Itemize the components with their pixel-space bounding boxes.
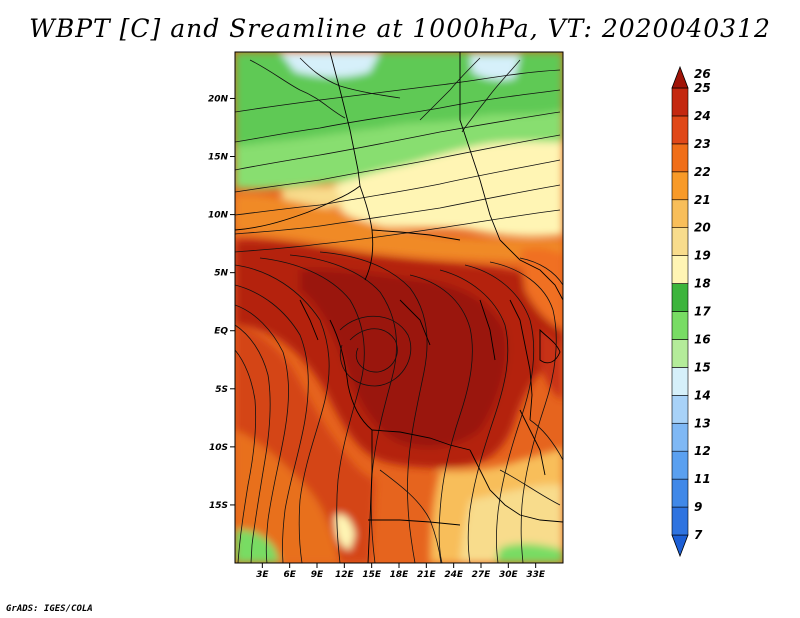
colorbar-bottom-arrow [671, 534, 689, 558]
colorbar-label: 26 [694, 67, 711, 81]
colorbar-label: 12 [694, 444, 711, 458]
colorbar-swatch [671, 115, 689, 145]
colorbar-swatch [671, 283, 689, 312]
colorbar-label: 25 [694, 81, 711, 95]
colorbar-label: 18 [694, 277, 711, 291]
lat-tick-label: 20N [208, 94, 229, 104]
colorbar-label: 24 [694, 109, 711, 123]
lon-tick-label: 3E [256, 570, 269, 580]
colorbar-label: 17 [694, 305, 711, 319]
lon-tick-label: 24E [444, 570, 464, 580]
streamlines [235, 57, 563, 563]
colorbar-label: 21 [694, 193, 711, 207]
colorbar-swatch [671, 255, 689, 284]
colorbar-swatch [671, 506, 689, 536]
colorbar-label: 7 [694, 528, 703, 542]
colorbar-swatch [671, 87, 689, 117]
colorbar-swatch [671, 227, 689, 256]
lat-tick-label: 5N [214, 269, 228, 279]
figure-title: WBPT [C] and Sreamline at 1000hPa, VT: 2… [29, 14, 771, 43]
colorbar-label: 15 [694, 360, 711, 374]
colorbar-label: 19 [694, 249, 711, 263]
colorbar-label: 23 [694, 137, 711, 151]
colorbar-swatch [671, 171, 689, 201]
colorbar-swatch [671, 367, 689, 396]
temperature-field [235, 52, 563, 563]
colorbar-swatch [671, 478, 689, 508]
colorbar-swatch [671, 143, 689, 173]
lon-tick-label: 9E [311, 570, 324, 580]
lat-tick-label: 5S [215, 385, 228, 395]
colorbar-top-arrow [671, 65, 689, 89]
colorbar-label: 9 [694, 500, 702, 514]
colorbar-swatch [671, 339, 689, 368]
lat-tick-label: 15N [208, 153, 229, 163]
lon-tick-label: 27E [472, 570, 492, 580]
colorbar-label: 22 [694, 165, 711, 179]
colorbar-swatch [671, 450, 689, 480]
country-borders [235, 52, 563, 563]
latitude-axis: 20N 15N 10N 5N EQ 5S 10S 15S [208, 94, 235, 511]
lon-tick-label: 33E [526, 570, 546, 580]
colorbar-label: 14 [694, 388, 711, 402]
lon-tick-label: 6E [283, 570, 296, 580]
lat-tick-label: 15S [209, 501, 228, 511]
colorbar-swatch [671, 395, 689, 424]
credit-label: GrADS: IGES/COLA [6, 604, 93, 614]
colorbar-swatch [671, 311, 689, 340]
colorbar-swatch [671, 199, 689, 228]
lon-tick-label: 12E [335, 570, 355, 580]
colorbar-label: 13 [694, 416, 711, 430]
lon-tick-label: 15E [362, 570, 382, 580]
colorbar-label: 20 [694, 221, 711, 235]
lat-tick-label: 10N [208, 211, 229, 221]
colorbar-swatch [671, 422, 689, 452]
colorbar-label: 11 [694, 472, 711, 486]
lon-tick-label: 30E [499, 570, 519, 580]
lon-tick-label: 18E [390, 570, 410, 580]
lat-tick-label: 10S [209, 443, 228, 453]
lon-tick-label: 21E [417, 570, 437, 580]
colorbar-label: 16 [694, 332, 711, 346]
longitude-axis: 3E 6E 9E 12E 15E 18E 21E 24E 27E 30E 33E [256, 563, 546, 580]
lat-tick-label: EQ [214, 327, 228, 337]
